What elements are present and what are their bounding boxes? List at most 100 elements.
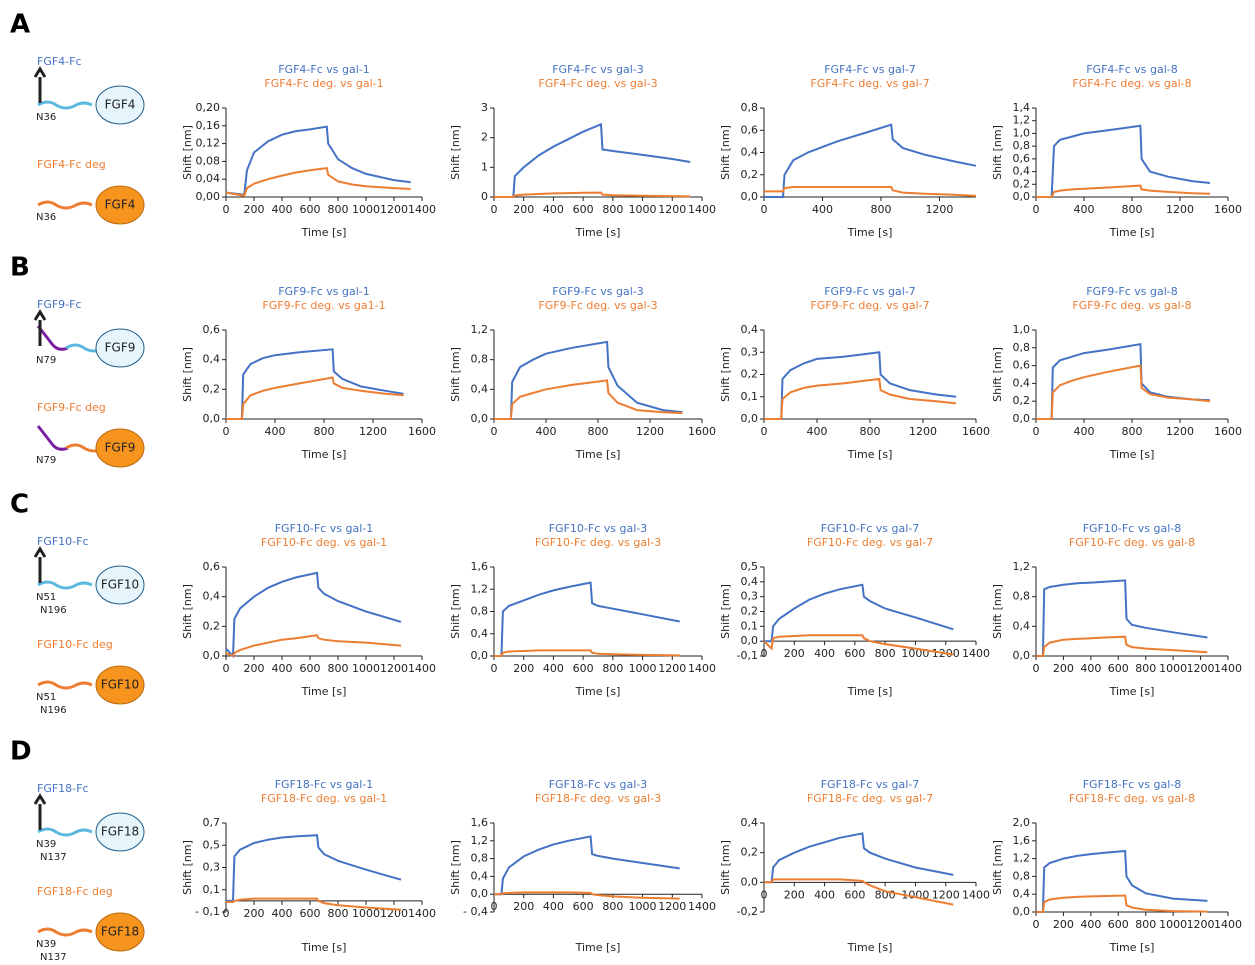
y-tick-label: 1,6	[471, 560, 489, 573]
y-tick-label: 0,8	[1013, 341, 1031, 354]
series-line	[764, 379, 956, 419]
series-line	[1036, 896, 1207, 913]
series-title: FGF10-Fc deg. vs gal-7	[807, 536, 933, 549]
y-tick-label: - 0,1	[195, 905, 220, 918]
y-axis-label: Shift [nm]	[719, 347, 732, 402]
series-title: FGF4-Fc vs gal-1	[278, 63, 370, 76]
y-axis-label: Shift [nm]	[719, 584, 732, 639]
series-title: FGF4-Fc deg. vs gal-3	[538, 77, 657, 90]
series-line	[226, 635, 401, 656]
y-tick-label: 0,7	[203, 816, 221, 829]
y-tick-label: 0,1	[741, 619, 759, 632]
series-line	[226, 349, 404, 419]
x-tick-label: 800	[1135, 918, 1156, 931]
y-tick-label: 0,04	[196, 172, 221, 185]
site-label: N51	[36, 592, 56, 603]
y-axis-label: Shift [nm]	[991, 125, 1004, 180]
x-tick-label: 1200	[1166, 203, 1194, 216]
x-tick-label: 0	[1033, 918, 1040, 931]
x-axis-label: Time [s]	[847, 448, 893, 461]
x-tick-label: 1200	[1187, 662, 1215, 675]
y-tick-label: 1,6	[471, 816, 489, 829]
series-title: FGF9-Fc deg. vs gal-3	[538, 299, 657, 312]
x-tick-label: 800	[870, 203, 891, 216]
y-axis-label: Shift [nm]	[991, 840, 1004, 895]
x-tick-label: 1600	[962, 425, 990, 438]
chart: FGF10-Fc vs gal-1FGF10-Fc deg. vs gal-10…	[181, 522, 436, 698]
x-tick-label: 200	[244, 907, 265, 920]
x-tick-label: 1600	[1214, 425, 1242, 438]
site-label: N79	[36, 355, 56, 366]
x-tick-label: 0	[223, 425, 230, 438]
y-axis-label: Shift [nm]	[991, 347, 1004, 402]
series-title: FGF18-Fc vs gal-8	[1083, 778, 1182, 791]
series-title: FGF10-Fc vs gal-8	[1083, 522, 1182, 535]
y-tick-label: 0,0	[1013, 649, 1031, 662]
x-tick-label: 200	[1053, 918, 1074, 931]
y-tick-label: 0,6	[1013, 359, 1031, 372]
x-axis-label: Time [s]	[301, 226, 347, 239]
x-axis-label: Time [s]	[847, 941, 893, 954]
series-title: FGF18-Fc deg. vs gal-3	[535, 792, 661, 805]
site-label: N36	[36, 112, 56, 123]
linker	[38, 929, 92, 935]
series-line	[1036, 344, 1210, 419]
x-tick-label: 1000	[1159, 918, 1187, 931]
x-tick-label: 600	[300, 662, 321, 675]
y-tick-label: 2	[481, 131, 488, 144]
x-tick-label: 800	[328, 662, 349, 675]
x-tick-label: 800	[314, 425, 335, 438]
x-tick-label: 600	[844, 647, 865, 660]
panel-letter: C	[10, 490, 29, 520]
chart: FGF4-Fc vs gal-1FGF4-Fc deg. vs gal-1 0,0…	[181, 63, 436, 239]
series-line	[494, 342, 683, 419]
x-tick-label: 1200	[1166, 425, 1194, 438]
y-tick-label: 0,6	[203, 323, 221, 336]
x-tick-label: 1000	[352, 662, 380, 675]
protein-label: FGF18	[101, 825, 139, 839]
y-tick-label: 0,4	[203, 353, 221, 366]
x-axis-label: Time [s]	[575, 226, 621, 239]
y-tick-label: 0,4	[741, 816, 759, 829]
series-line	[494, 124, 690, 197]
y-axis-label: Shift [nm]	[181, 584, 194, 639]
x-tick-label: 800	[328, 907, 349, 920]
linker	[38, 102, 92, 108]
x-axis-label: Time [s]	[301, 941, 347, 954]
chart: FGF18-Fc vs gal-8FGF18-Fc deg. vs gal-80…	[991, 778, 1242, 954]
x-tick-label: 400	[536, 425, 557, 438]
y-tick-label: 0,4	[1013, 619, 1031, 632]
series-title: FGF9-Fc vs gal-8	[1086, 285, 1178, 298]
series-line	[1036, 851, 1207, 912]
site-label: N39	[36, 939, 56, 950]
linker	[38, 326, 68, 349]
x-tick-label: 1200	[636, 425, 664, 438]
series-line	[494, 836, 680, 894]
y-tick-label: 0,8	[1013, 590, 1031, 603]
y-tick-label: 0,0	[471, 412, 489, 425]
y-tick-label: 1,2	[1013, 114, 1031, 127]
x-tick-label: 1400	[962, 888, 990, 901]
x-tick-label: 200	[244, 203, 265, 216]
x-tick-label: 1400	[688, 662, 716, 675]
x-tick-label: 1200	[380, 203, 408, 216]
y-tick-label: 0,0	[471, 887, 489, 900]
protein-label: FGF10	[101, 678, 139, 692]
series-title: FGF4-Fc deg. vs gal-1	[264, 77, 383, 90]
x-axis-label: Time [s]	[301, 448, 347, 461]
series-title: FGF10-Fc vs gal-1	[275, 522, 374, 535]
series-title: FGF9-Fc deg. vs ga1-1	[262, 299, 385, 312]
x-tick-label: 400	[272, 203, 293, 216]
x-tick-label: 1000	[629, 662, 657, 675]
series-line	[1036, 637, 1207, 656]
x-tick-label: 0	[223, 907, 230, 920]
y-tick-label: 1,2	[471, 834, 489, 847]
x-tick-label: 400	[807, 425, 828, 438]
x-tick-label: 400	[814, 888, 835, 901]
chart: FGF10-Fc vs gal-7FGF10-Fc deg. vs gal-7-…	[719, 522, 990, 698]
chart: FGF9-Fc vs gal-7FGF9-Fc deg. vs gal-70,0…	[719, 285, 990, 461]
chart: FGF9-Fc vs gal-8FGF9-Fc deg. vs gal-80,0…	[991, 285, 1242, 461]
y-tick-label: 0,5	[203, 838, 221, 851]
glycan	[35, 312, 45, 346]
y-axis-label: Shift [nm]	[449, 125, 462, 180]
